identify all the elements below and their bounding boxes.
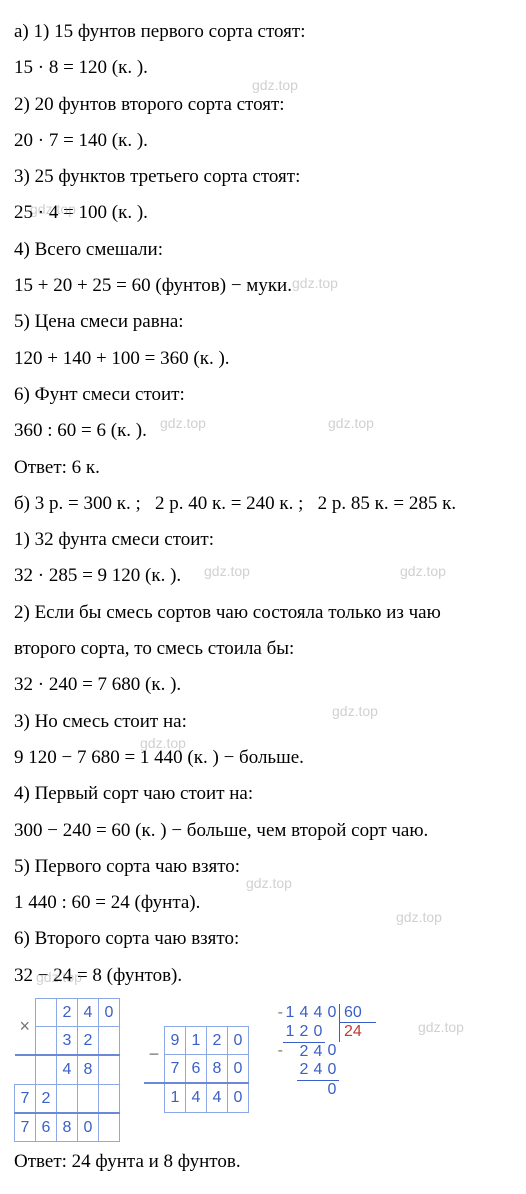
mult-cell: 6: [36, 1113, 57, 1142]
sub-cell: 4: [186, 1083, 207, 1112]
sub-cell: 1: [186, 1027, 207, 1055]
b-step5-label: 5) Первого сорта чаю взято:: [14, 851, 512, 883]
div-cell: 4: [297, 1004, 311, 1023]
div-cell: 0: [311, 1023, 325, 1041]
a-step6-label: 6) Фунт смеси стоит:: [14, 379, 512, 411]
minus-icon: -: [273, 1042, 283, 1061]
div-cell: 4: [311, 1004, 325, 1023]
a-answer: Ответ: 6 к.: [14, 452, 512, 484]
b-step5-calc: 1 440 : 60 = 24 (фунта).: [14, 887, 512, 919]
sub-cell: 1: [165, 1083, 186, 1112]
a-step4-calc: 15 + 20 + 25 = 60 (фунтов) − муки.: [14, 270, 512, 302]
sub-cell: 4: [207, 1083, 228, 1112]
a-step5-label: 5) Цена смеси равна:: [14, 306, 512, 338]
mult-cell: [78, 1084, 99, 1113]
mult-cell: 3: [57, 1027, 78, 1056]
column-calculations: × 2 4 0 3 2 4 8 7 2 7 6 8: [14, 998, 512, 1142]
mult-cell: [57, 1084, 78, 1113]
mult-cell: 0: [99, 999, 120, 1027]
mult-cell: [99, 1113, 120, 1142]
minus-icon: -: [273, 1004, 283, 1023]
mult-cell: 8: [57, 1113, 78, 1142]
mult-cell: [99, 1084, 120, 1113]
sub-cell: 0: [228, 1027, 249, 1055]
div-cell: 1: [283, 1023, 297, 1041]
b-step2-label: 2) Если бы смесь сортов чаю состояла тол…: [14, 597, 512, 629]
quotient: 24: [339, 1023, 376, 1041]
mult-cell: 0: [78, 1113, 99, 1142]
subtraction-column: − 9 1 2 0 7 6 8 0 1 4 4 0: [144, 1026, 249, 1113]
mult-cell: 7: [15, 1084, 36, 1113]
b-step6-calc: 32 − 24 = 8 (фунтов).: [14, 960, 512, 992]
mult-cell: [99, 1027, 120, 1056]
sub-cell: 9: [165, 1027, 186, 1055]
div-cell: 2: [297, 1042, 311, 1061]
mult-cell: 8: [78, 1055, 99, 1084]
mult-operator: ×: [15, 999, 36, 1056]
sub-cell: 0: [228, 1083, 249, 1112]
b-conversion: б) 3 р. = 300 к. ; 2 р. 40 к. = 240 к. ;…: [14, 488, 512, 520]
mult-cell: 2: [78, 1027, 99, 1056]
multiplication-column: × 2 4 0 3 2 4 8 7 2 7 6 8: [14, 998, 120, 1142]
b-step3-label: 3) Но смесь стоит на:: [14, 706, 512, 738]
mult-cell: [99, 1055, 120, 1084]
mult-cell: [36, 1055, 57, 1084]
a-step2-label: 2) 20 фунтов второго сорта стоят:: [14, 89, 512, 121]
b-step4-label: 4) Первый сорт чаю стоит на:: [14, 778, 512, 810]
b-step3-calc: 9 120 − 7 680 = 1 440 (к. ) − больше.: [14, 742, 512, 774]
div-cell: 4: [311, 1061, 325, 1079]
mult-cell: 2: [36, 1084, 57, 1113]
sub-cell: 7: [165, 1055, 186, 1084]
mult-cell: 4: [78, 999, 99, 1027]
a-step2-calc: 20 · 7 = 140 (к. ).: [14, 125, 512, 157]
a-step3-label: 3) 25 функтов третьего сорта стоят:: [14, 161, 512, 193]
divisor: 60: [339, 1004, 376, 1023]
b-step1-label: 1) 32 фунта смеси стоит:: [14, 524, 512, 556]
sub-cell: 0: [228, 1055, 249, 1084]
b-step2-calc: 32 · 240 = 7 680 (к. ).: [14, 669, 512, 701]
b-step6-label: 6) Второго сорта чаю взято:: [14, 923, 512, 955]
mult-cell: [36, 1027, 57, 1056]
a-step1-label: а) 1) 15 фунтов первого сорта стоят:: [14, 16, 512, 48]
a-step4-label: 4) Всего смешали:: [14, 234, 512, 266]
sub-cell: 8: [207, 1055, 228, 1084]
a-step3-calc: 25 · 4 = 100 (к. ).: [14, 197, 512, 229]
mult-cell: [36, 999, 57, 1027]
a-step1-calc: 15 · 8 = 120 (к. ).: [14, 52, 512, 84]
div-cell: 0: [325, 1004, 339, 1023]
sub-cell: 2: [207, 1027, 228, 1055]
b-step2-label2: второго сорта, то смесь стоила бы:: [14, 633, 512, 665]
mult-cell: 7: [15, 1113, 36, 1142]
mult-cell: 4: [57, 1055, 78, 1084]
div-cell: 0: [325, 1042, 339, 1061]
div-cell: 1: [283, 1004, 297, 1023]
div-cell: 0: [325, 1061, 339, 1079]
long-division: - 1 4 4 0 60 1 2 0 24 - 2 4 0 2 4 0: [273, 1004, 376, 1099]
div-cell: 4: [311, 1042, 325, 1061]
b-answer: Ответ: 24 фунта и 8 фунтов.: [14, 1146, 512, 1178]
sub-operator: −: [144, 1027, 165, 1084]
a-step5-calc: 120 + 140 + 100 = 360 (к. ).: [14, 343, 512, 375]
div-cell: 2: [297, 1023, 311, 1041]
b-step1-calc: 32 · 285 = 9 120 (к. ).: [14, 560, 512, 592]
b-step4-calc: 300 − 240 = 60 (к. ) − больше, чем второ…: [14, 815, 512, 847]
sub-cell: 6: [186, 1055, 207, 1084]
div-cell: 2: [297, 1061, 311, 1079]
a-step6-calc: 360 : 60 = 6 (к. ).: [14, 415, 512, 447]
mult-cell: 2: [57, 999, 78, 1027]
div-cell: 0: [325, 1080, 339, 1099]
